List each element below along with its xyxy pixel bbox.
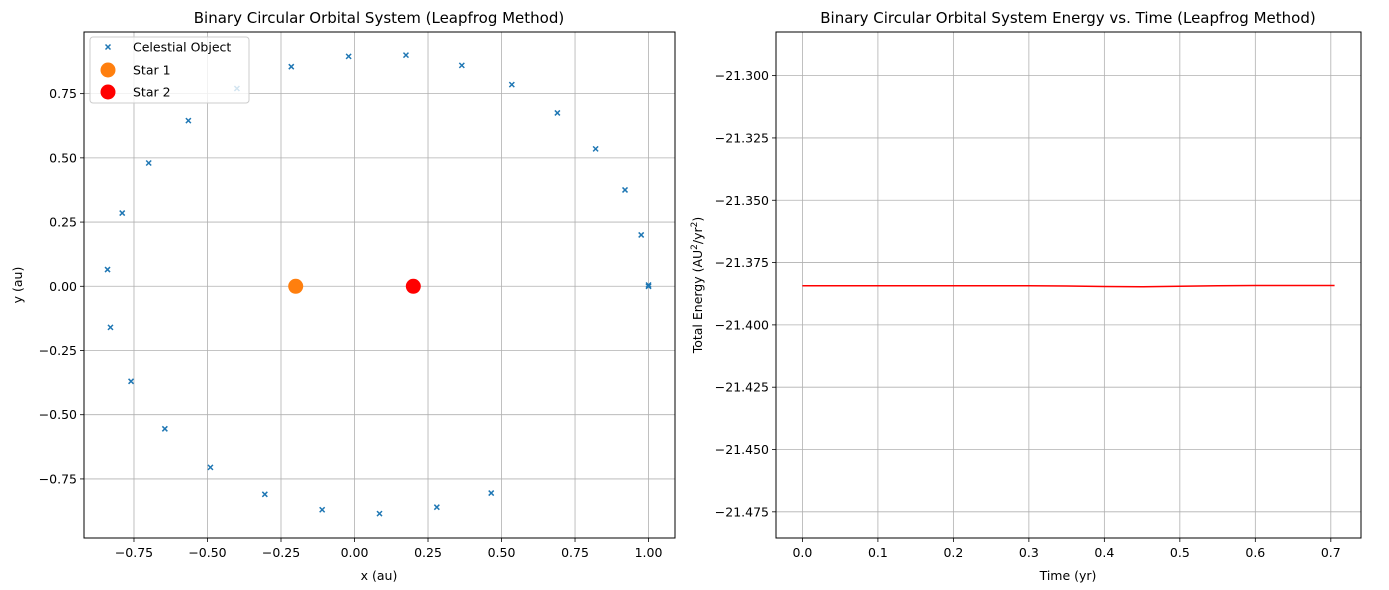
orbit-x-ticks: −0.75 −0.50 −0.25 0.00 0.25 0.50 0.75 1.00 — [115, 538, 663, 560]
celestial-object-point — [345, 53, 352, 60]
y-tick-label: −0.75 — [39, 471, 77, 486]
x-tick-label: 0.0 — [792, 545, 812, 560]
x-tick-label: 0.5 — [1170, 545, 1190, 560]
celestial-object-point — [261, 491, 268, 498]
energy-y-label-sup-1: 2 — [690, 244, 700, 250]
orbit-chart-title: Binary Circular Orbital System (Leapfrog… — [194, 9, 564, 27]
y-tick-label: −21.450 — [715, 442, 769, 457]
y-tick-label: −0.50 — [39, 407, 77, 422]
x-tick-label: 1.00 — [635, 545, 663, 560]
celestial-object-point — [145, 159, 152, 167]
star-1-point — [288, 278, 304, 294]
celestial-object-point — [319, 506, 326, 513]
x-tick-label: 0.4 — [1094, 545, 1114, 560]
x-tick-label: 0.6 — [1245, 545, 1265, 560]
celestial-object-point — [433, 504, 440, 511]
y-tick-label: −21.425 — [715, 380, 769, 395]
celestial-object-point — [128, 378, 135, 385]
energy-y-label-part-2: /yr — [690, 226, 705, 244]
y-tick-label: −0.25 — [39, 343, 77, 358]
x-tick-label: 0.1 — [868, 545, 888, 560]
celestial-object-point — [645, 281, 652, 289]
celestial-object-point — [119, 210, 126, 217]
y-tick-label: −21.300 — [715, 68, 769, 83]
energy-y-ticks: −21.300 −21.325 −21.350 −21.375 −21.400 −21.4… — [715, 68, 776, 519]
y-tick-label: 0.50 — [49, 150, 77, 165]
celestial-object-point — [288, 63, 295, 70]
celestial-object-point — [207, 464, 214, 471]
energy-y-label-sup-2: 2 — [690, 222, 700, 228]
y-tick-label: −21.350 — [715, 193, 769, 208]
energy-x-label: Time (yr) — [1039, 568, 1097, 583]
celestial-object-point — [508, 81, 515, 88]
legend-label-star-1: Star 1 — [133, 63, 171, 78]
energy-line — [802, 284, 1335, 288]
orbit-series — [104, 52, 652, 517]
legend-label-celestial-object: Celestial Object — [133, 40, 231, 55]
y-tick-label: −21.325 — [715, 130, 769, 145]
orbit-chart: Binary Circular Orbital System (Leapfrog… — [10, 9, 676, 583]
celestial-object-point — [402, 52, 409, 59]
x-tick-label: −0.50 — [188, 545, 226, 560]
x-tick-label: 0.50 — [488, 545, 516, 560]
y-tick-label: −21.400 — [715, 317, 769, 332]
orbit-y-label: y (au) — [10, 267, 25, 304]
x-tick-label: −0.25 — [262, 545, 300, 560]
energy-x-ticks: 0.0 0.1 0.2 0.3 0.4 0.5 0.6 0.7 — [792, 538, 1341, 560]
y-tick-label: −21.475 — [715, 504, 769, 519]
x-tick-label: −0.75 — [115, 545, 153, 560]
x-tick-label: 0.3 — [1019, 545, 1039, 560]
star-2-point — [405, 278, 421, 294]
y-tick-label: 0.00 — [49, 279, 77, 294]
energy-chart-title: Binary Circular Orbital System Energy vs… — [820, 9, 1315, 27]
energy-chart: Binary Circular Orbital System Energy vs… — [690, 9, 1362, 583]
legend-marker-star-1 — [100, 62, 116, 78]
energy-grid — [776, 32, 1361, 538]
energy-plot-frame — [775, 31, 1362, 539]
orbit-plot-frame — [83, 31, 676, 539]
celestial-object-point — [161, 425, 168, 432]
celestial-object-point — [645, 283, 652, 290]
x-tick-label: 0.00 — [341, 545, 369, 560]
x-tick-label: 0.75 — [561, 545, 589, 560]
y-tick-label: −21.375 — [715, 255, 769, 270]
celestial-object-point — [554, 109, 561, 116]
orbit-y-ticks: −0.75 −0.50 −0.25 0.00 0.25 0.50 0.75 — [39, 86, 84, 486]
celestial-object-point — [592, 145, 599, 152]
celestial-object-point — [104, 266, 111, 273]
y-tick-label: 0.25 — [49, 215, 77, 230]
orbit-legend: Celestial Object Star 1 Star 2 — [89, 36, 250, 104]
energy-y-label-part-1: Total Energy (AU — [690, 250, 705, 354]
orbit-x-label: x (au) — [361, 568, 398, 583]
celestial-object-point — [488, 490, 495, 497]
x-tick-label: 0.7 — [1321, 545, 1341, 560]
celestial-object-point — [638, 231, 645, 238]
legend-box — [89, 36, 250, 104]
x-tick-label: 0.2 — [943, 545, 963, 560]
energy-y-label-part-3: ) — [690, 217, 705, 222]
legend-marker-celestial-object — [104, 43, 112, 51]
orbit-grid — [84, 32, 675, 538]
celestial-object-point — [185, 117, 192, 124]
energy-y-label: Total Energy (AU2/yr2) — [690, 217, 705, 355]
celestial-object-point — [107, 324, 114, 331]
x-tick-label: 0.25 — [414, 545, 442, 560]
celestial-object-point — [458, 62, 465, 69]
legend-marker-star-2 — [100, 84, 116, 100]
energy-series — [802, 284, 1335, 288]
celestial-object-point — [376, 510, 383, 517]
legend-label-star-2: Star 2 — [133, 85, 171, 100]
celestial-object-point — [621, 186, 629, 193]
y-tick-label: 0.75 — [49, 86, 77, 101]
